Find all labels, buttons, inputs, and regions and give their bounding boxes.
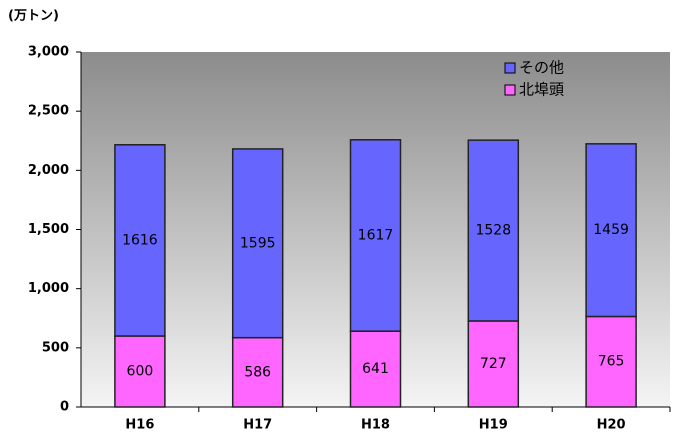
x-tick-label: H18 [361,418,390,433]
bar-segment [114,144,166,337]
y-tick-label: 2,000 [28,163,69,178]
y-tick-label: 1,500 [28,222,69,237]
value-label: 1616 [122,232,158,248]
value-label: 1595 [240,235,276,251]
x-tick-label: H20 [597,418,626,433]
legend-label: 北埠頭 [519,81,564,99]
legend-swatch [504,62,516,74]
bar-segment [585,315,637,408]
bar-segment [349,330,402,408]
value-label: 641 [362,361,389,377]
bar-segment [114,335,166,408]
value-label: 1617 [358,227,394,243]
bar-segment [231,336,284,408]
value-label: 1459 [593,222,629,238]
y-tick-label: 0 [60,400,69,415]
value-label: 600 [127,364,154,380]
x-tick-label: H16 [125,418,154,433]
value-label: 765 [598,354,625,370]
y-tick-label: 2,500 [28,104,69,119]
y-tick-label: 3,000 [28,45,69,60]
legend-swatch [504,84,516,96]
bar-segment [231,148,284,339]
bar-segment [467,139,520,322]
y-tick-label: 1,000 [28,281,69,296]
value-label: 727 [480,356,507,372]
value-label: 1528 [475,223,511,239]
x-tick-label: H17 [243,418,272,433]
value-label: 586 [244,364,271,380]
bar-segment [349,139,402,332]
x-tick-label: H19 [479,418,508,433]
bar-segment [585,143,637,318]
y-tick-label: 500 [42,340,69,355]
y-axis-label: (万トン) [8,9,59,24]
legend-label: その他 [519,59,564,77]
